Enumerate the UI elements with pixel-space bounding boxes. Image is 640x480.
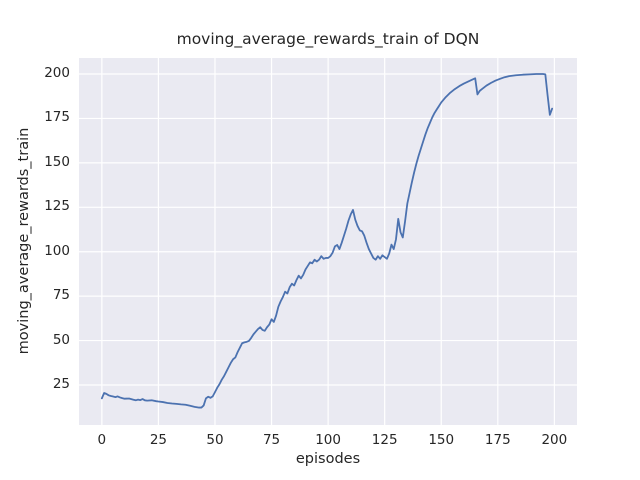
x-axis-label: episodes bbox=[295, 451, 361, 467]
x-tick-label: 75 bbox=[262, 432, 281, 448]
x-tick-label: 50 bbox=[206, 432, 224, 448]
y-tick-label: 25 bbox=[52, 376, 70, 392]
y-tick-label: 200 bbox=[44, 64, 70, 81]
series-line bbox=[100, 73, 554, 409]
y-tick-label: 50 bbox=[52, 331, 70, 348]
x-tick-label: 200 bbox=[541, 432, 568, 448]
y-tick-label: 175 bbox=[44, 109, 70, 126]
y-tick-label: 100 bbox=[44, 242, 70, 259]
x-tick-label: 175 bbox=[484, 432, 511, 448]
x-tick-label: 0 bbox=[97, 432, 107, 448]
x-tick-label: 25 bbox=[149, 432, 167, 448]
y-tick-label: 150 bbox=[44, 153, 70, 170]
x-tick-label: 125 bbox=[371, 432, 398, 448]
y-tick-label: 125 bbox=[44, 198, 70, 215]
chart-title: moving_average_rewards_train of DQN bbox=[176, 30, 480, 48]
y-tick-label: 75 bbox=[52, 287, 70, 304]
plot-area bbox=[79, 58, 577, 425]
x-tick-label: 150 bbox=[428, 432, 455, 448]
x-tick-label: 100 bbox=[315, 432, 341, 448]
